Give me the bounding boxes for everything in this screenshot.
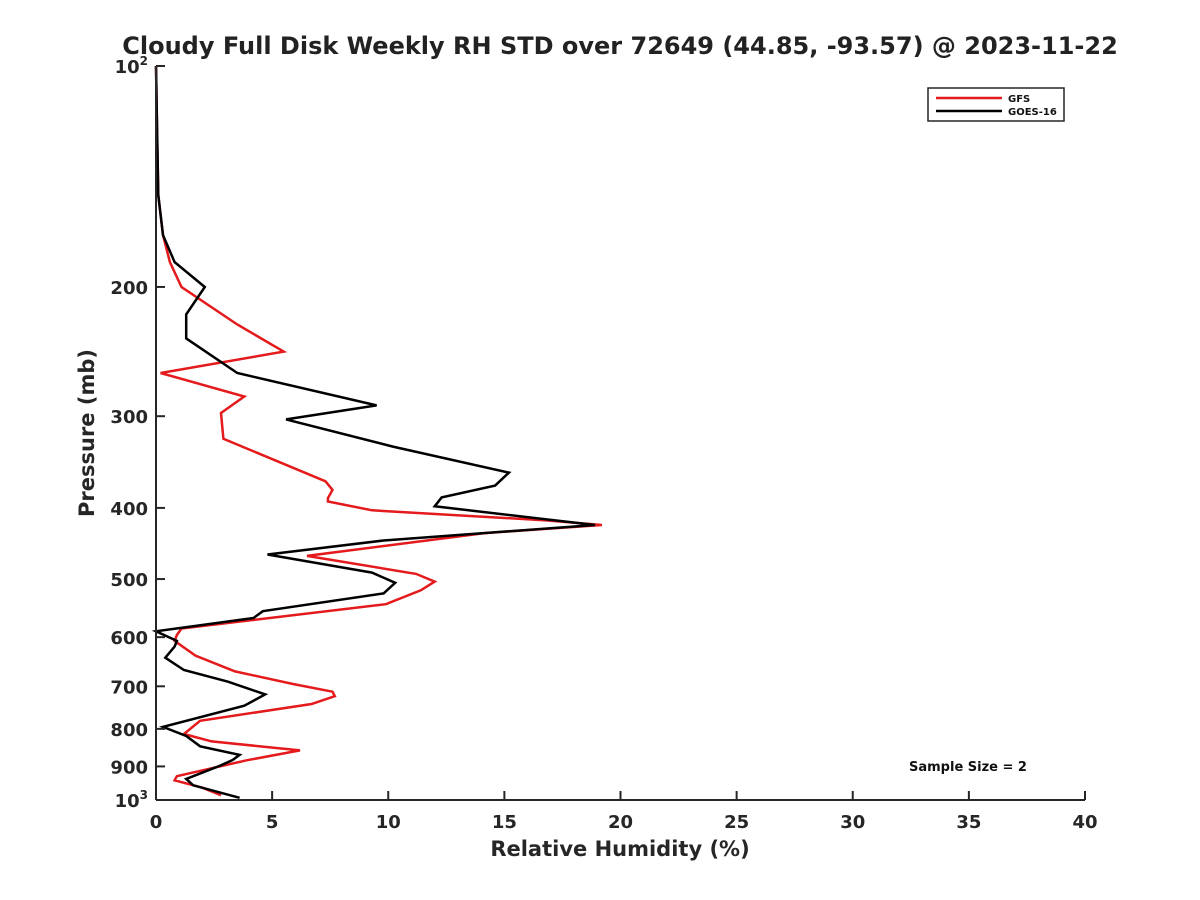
legend-box bbox=[927, 87, 1065, 122]
x-tick-label: 25 bbox=[724, 812, 749, 833]
y-axis-label: Pressure (mb) bbox=[75, 349, 99, 517]
legend-label: GOES-16 bbox=[1008, 107, 1057, 118]
y-tick-label: 300 bbox=[110, 407, 148, 428]
legend: GFS GOES-16 bbox=[927, 87, 1065, 122]
y-tick-label: 900 bbox=[110, 757, 148, 778]
y-tick-label: 600 bbox=[110, 628, 148, 649]
x-tick-label: 0 bbox=[150, 812, 163, 833]
x-tick-label: 10 bbox=[376, 812, 401, 833]
x-axis-label: Relative Humidity (%) bbox=[490, 837, 749, 861]
y-tick-label: 700 bbox=[110, 677, 148, 698]
x-axis-ticks: 0 5 10 15 20 25 30 35 40 bbox=[150, 791, 1098, 833]
plot-area bbox=[151, 65, 603, 800]
x-tick-label: 30 bbox=[840, 812, 865, 833]
x-tick-label: 5 bbox=[266, 812, 279, 833]
x-tick-label: 35 bbox=[956, 812, 981, 833]
x-tick-label: 20 bbox=[608, 812, 633, 833]
y-tick-label: 103 bbox=[115, 788, 148, 812]
x-tick-label: 15 bbox=[492, 812, 517, 833]
legend-label: GFS bbox=[1008, 94, 1030, 105]
y-tick-label: 500 bbox=[110, 570, 148, 591]
chart-title: Cloudy Full Disk Weekly RH STD over 7264… bbox=[122, 32, 1118, 60]
x-tick-label: 40 bbox=[1072, 812, 1097, 833]
y-tick-label: 102 bbox=[115, 54, 148, 78]
y-tick-label: 400 bbox=[110, 499, 148, 520]
y-tick-label: 200 bbox=[110, 278, 148, 299]
axes bbox=[155, 66, 1085, 801]
series-line-gfs bbox=[154, 65, 603, 797]
sample-size-annotation: Sample Size = 2 bbox=[909, 760, 1027, 775]
y-tick-label: 800 bbox=[110, 720, 148, 741]
y-axis-ticks: 102 200 300 400 500 600 700 800 900 103 bbox=[110, 54, 165, 812]
series-line-goes-16 bbox=[151, 65, 596, 800]
